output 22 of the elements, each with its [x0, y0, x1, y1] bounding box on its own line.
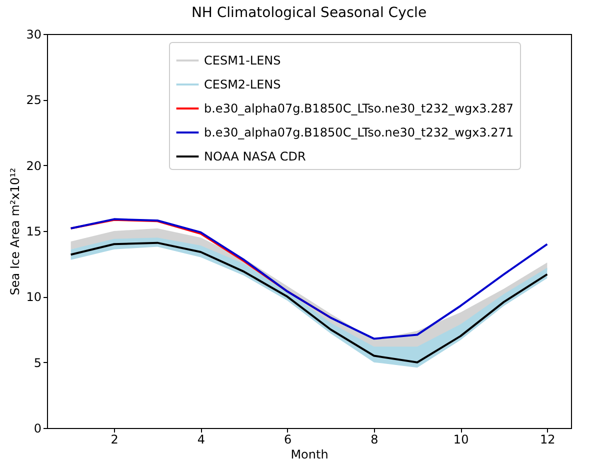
legend-label: NOAA NASA CDR: [204, 150, 306, 164]
y-tick-label: 25: [26, 93, 42, 108]
x-tick-label: 10: [453, 432, 469, 446]
x-axis-title: Month: [290, 448, 328, 462]
y-axis-title: Sea Ice Area m²x10¹²: [8, 168, 22, 296]
y-tick-label: 5: [34, 356, 42, 370]
y-tick-label: 10: [26, 290, 42, 304]
x-tick-label: 12: [540, 432, 556, 446]
legend-label: CESM2-LENS: [204, 78, 281, 92]
y-tick-label: 30: [26, 28, 42, 42]
x-tick-label: 6: [284, 432, 292, 446]
legend-label: CESM1-LENS: [204, 54, 281, 68]
x-tick-label: 8: [370, 432, 378, 446]
y-tick-label: 20: [26, 158, 42, 173]
legend-label: b.e30_alpha07g.B1850C_LTso.ne30_t232_wgx3.287: [204, 102, 514, 116]
y-tick-label: 15: [26, 224, 42, 238]
x-tick-label: 2: [110, 432, 118, 446]
y-tick-label: 0: [34, 422, 42, 436]
legend-label: b.e30_alpha07g.B1850C_LTso.ne30_t232_wgx3.271: [204, 126, 514, 140]
x-tick-label: 4: [197, 432, 206, 446]
line-series: [70, 218, 548, 340]
chart-title: NH Climatological Seasonal Cycle: [191, 5, 427, 21]
